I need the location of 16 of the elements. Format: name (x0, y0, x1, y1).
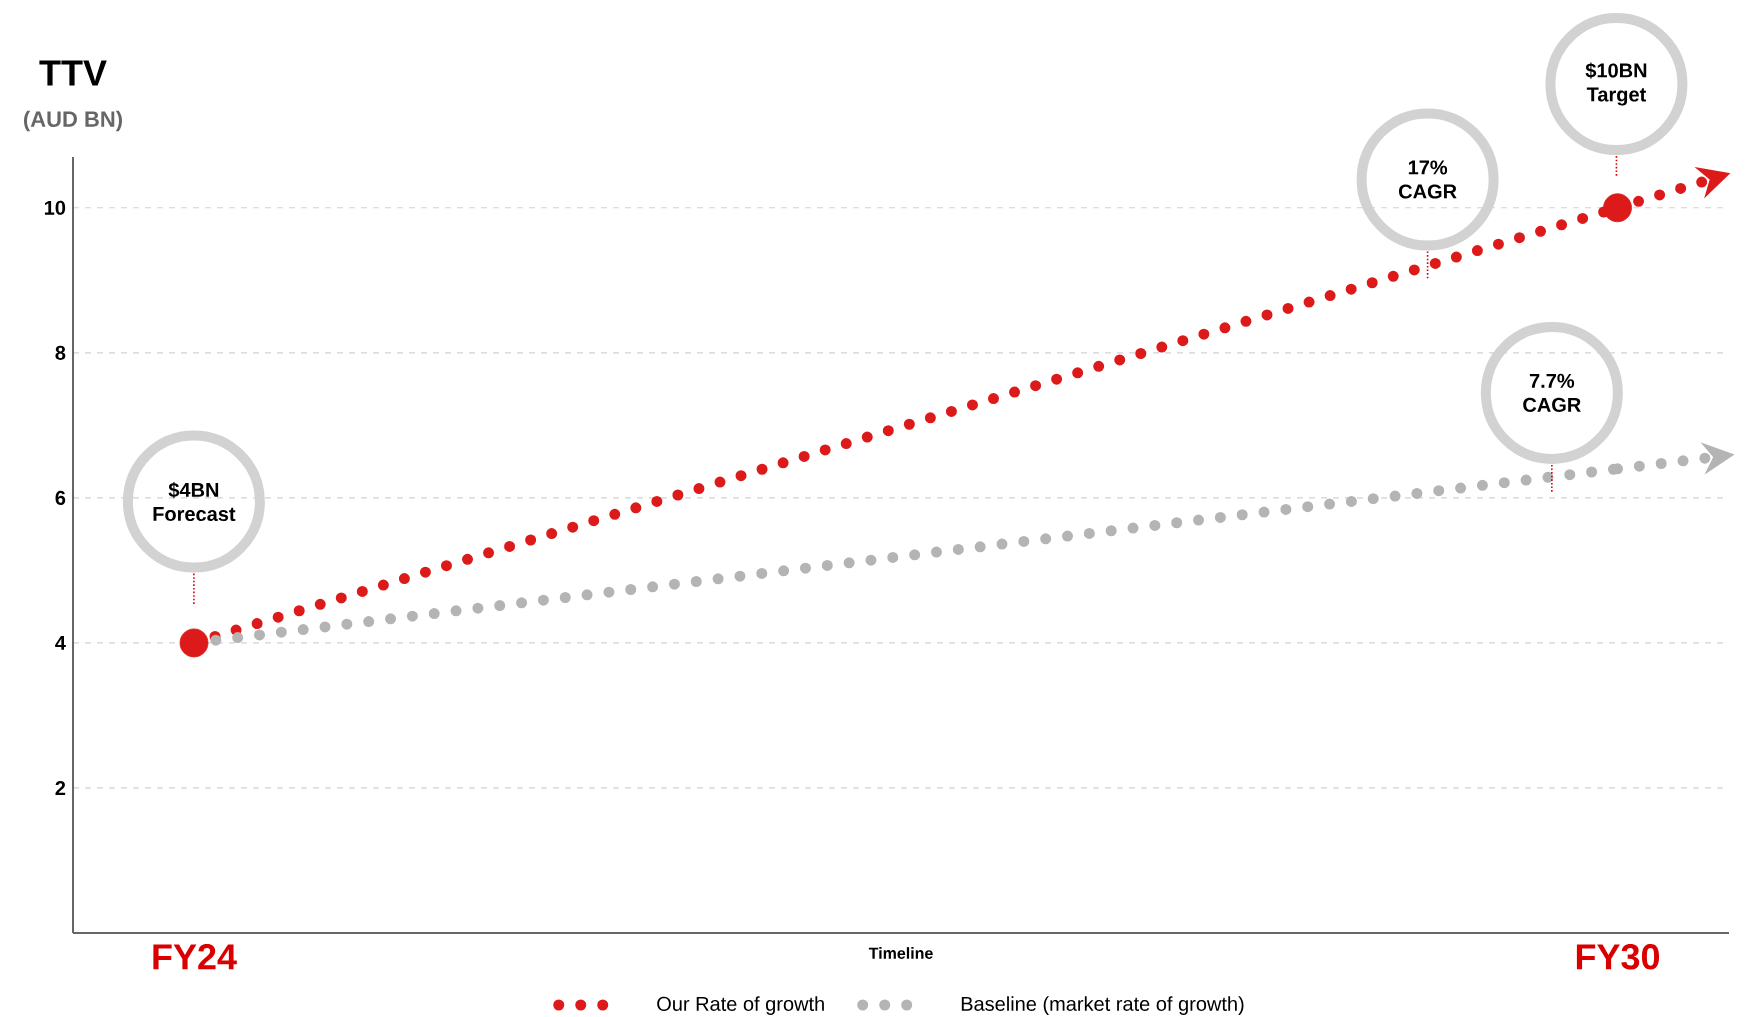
legend-label: Our Rate of growth (657, 996, 824, 1015)
y-axis-title: (AUD BN) (24, 110, 122, 132)
annotation: 7.7% CAGR (1523, 373, 1581, 412)
y-tick-label: 8 (55, 345, 66, 360)
text: $10BN Target (1585, 62, 1647, 106)
x-axis-title: Timeline (868, 947, 933, 959)
y-tick-label: 4 (55, 636, 66, 650)
y-tick-label: 6 (55, 490, 66, 505)
chart-title: TTV (39, 60, 107, 86)
x-tick-label: FY24 (153, 944, 237, 970)
legend-label: Baseline (market rate of growth) (961, 996, 1244, 1015)
x-tick-label: FY30 (1576, 944, 1660, 970)
y-tick-label: 10 (44, 200, 66, 215)
annotation: 17% CAGR (1398, 160, 1457, 199)
annotation: $4BN Forecast (153, 482, 236, 522)
y-tick-label: 2 (55, 780, 66, 795)
